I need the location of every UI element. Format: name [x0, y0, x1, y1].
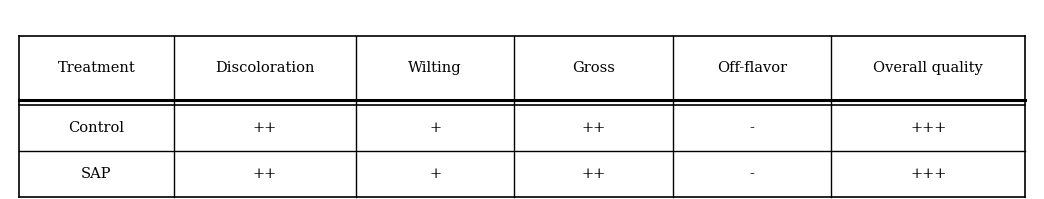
Text: ++: ++ [582, 167, 606, 181]
Text: +++: +++ [910, 121, 947, 135]
Text: Control: Control [68, 121, 124, 135]
Text: Wilting: Wilting [408, 61, 461, 75]
Text: +++: +++ [910, 167, 947, 181]
Text: +: + [429, 167, 442, 181]
Text: ++: ++ [582, 121, 606, 135]
Text: ++: ++ [253, 167, 277, 181]
Text: ++: ++ [253, 121, 277, 135]
Text: Treatment: Treatment [57, 61, 135, 75]
Text: Overall quality: Overall quality [874, 61, 983, 75]
Text: Discoloration: Discoloration [215, 61, 314, 75]
Text: -: - [750, 167, 755, 181]
Text: +: + [429, 121, 442, 135]
Text: Off-flavor: Off-flavor [717, 61, 787, 75]
Text: Gross: Gross [572, 61, 615, 75]
Text: SAP: SAP [81, 167, 112, 181]
Text: -: - [750, 121, 755, 135]
